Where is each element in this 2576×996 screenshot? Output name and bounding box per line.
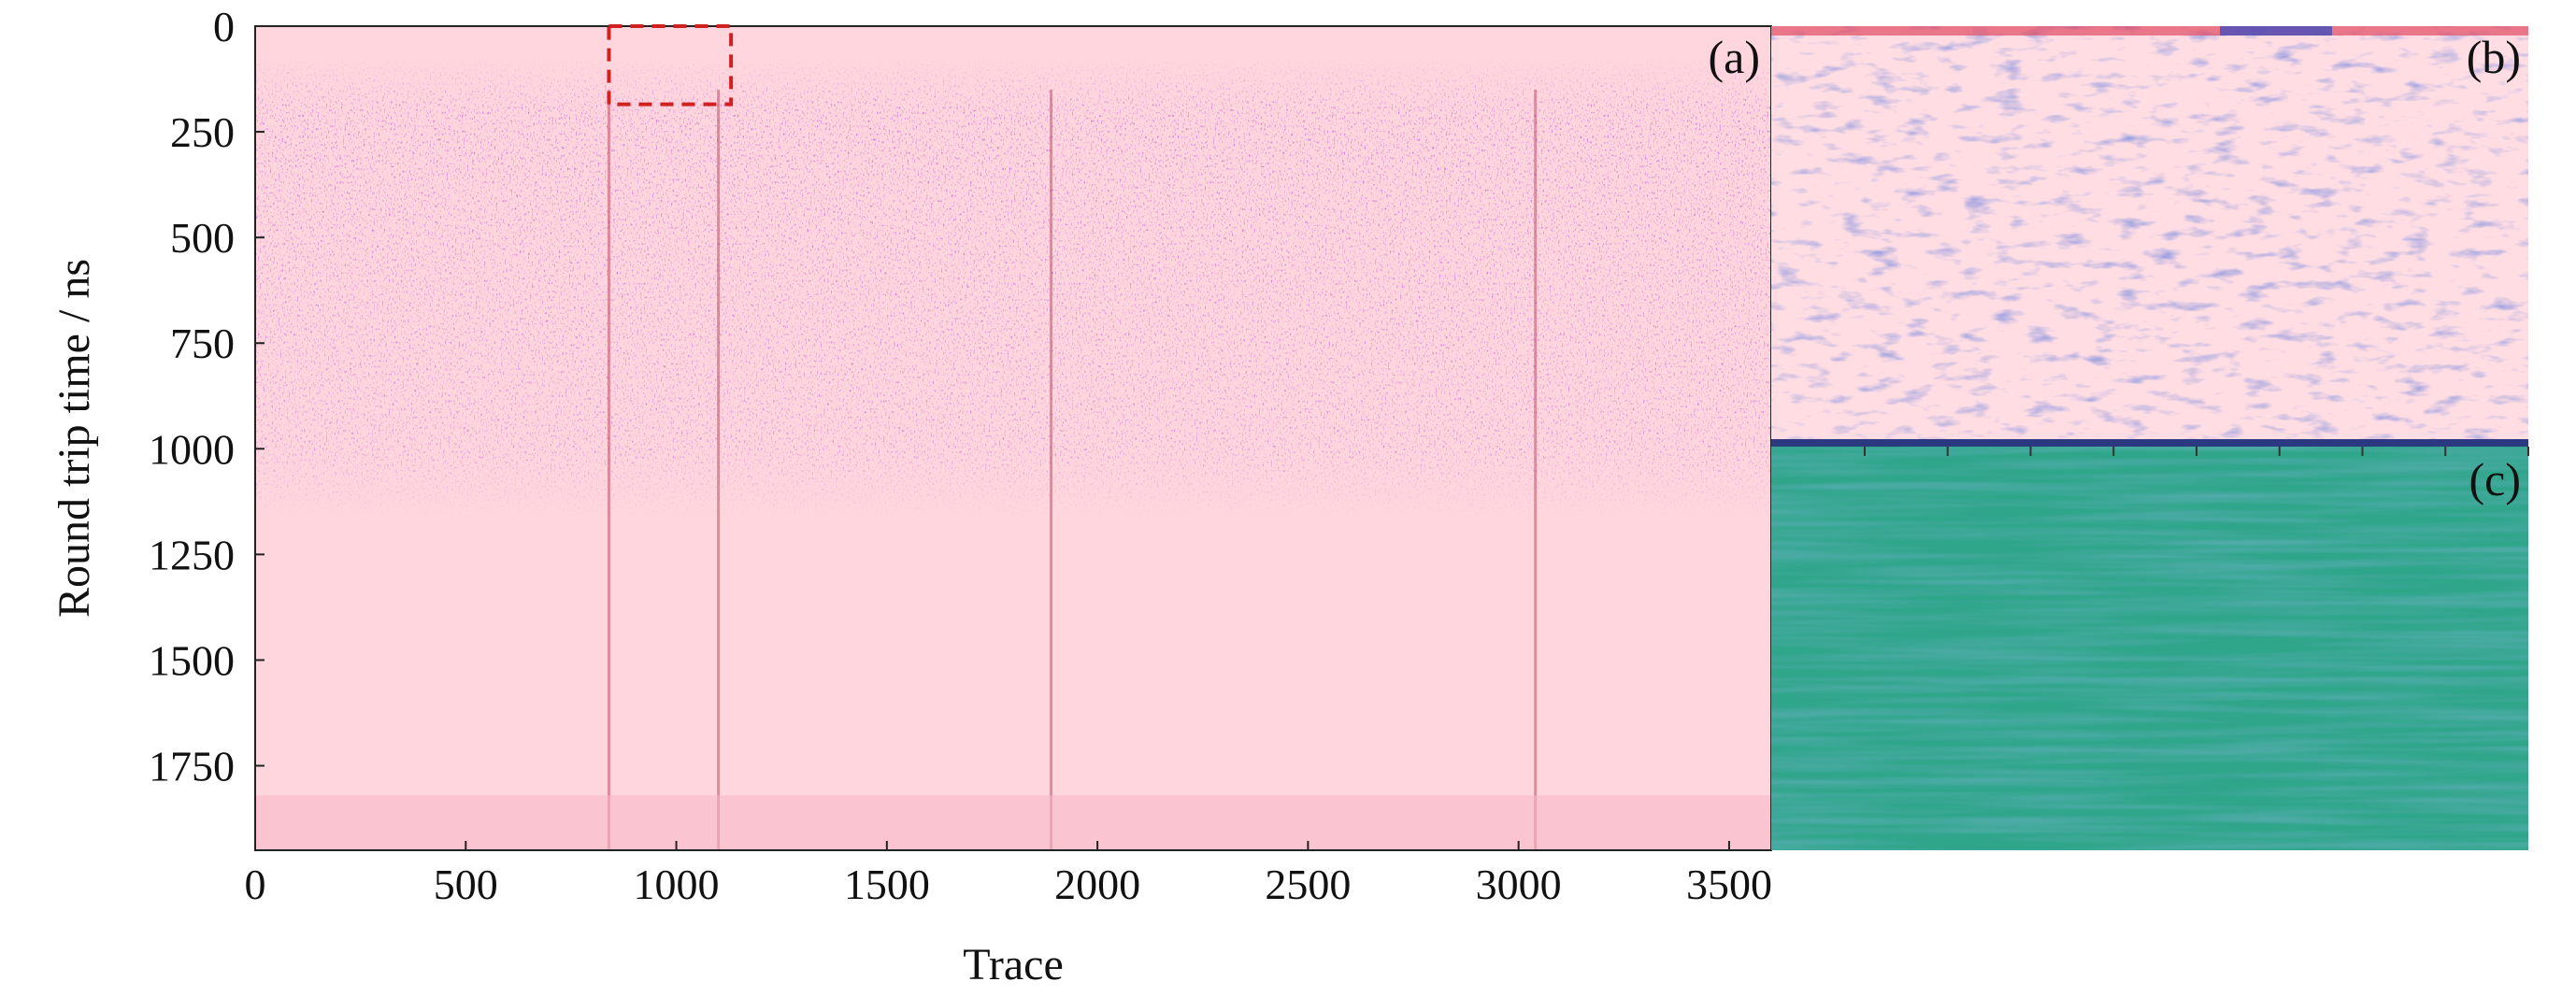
- y-tick-label: 250: [170, 108, 235, 156]
- panel-b-label: (b): [2467, 31, 2521, 83]
- y-tick-label: 1750: [149, 743, 235, 790]
- panel-a-label: (a): [1709, 31, 1761, 83]
- panel-c-top-edge: [1771, 439, 2528, 447]
- x-tick-label: 1500: [844, 861, 930, 908]
- x-tick-label: 2000: [1054, 861, 1140, 908]
- panel-b-top-band: [1771, 26, 2528, 36]
- y-axis-title: Round trip time / ns: [50, 259, 99, 618]
- x-axis-title: Trace: [963, 940, 1064, 989]
- panel-a-radargram: 0 500 1000 1500 2000 2500 3000 3500 0 250 500 750 1…: [50, 3, 1772, 989]
- x-tick-label: 0: [245, 861, 266, 908]
- panel-c-ticks: [1864, 447, 2529, 456]
- panel-b-top-band-blue: [2220, 26, 2332, 36]
- panel-b-texture: [1771, 26, 2528, 439]
- panel-c-label: (c): [2469, 453, 2522, 505]
- panel-c: (c): [1771, 439, 2529, 850]
- highlight-box: [607, 24, 734, 107]
- x-tick-label: 3000: [1476, 861, 1562, 908]
- y-tick-label: 1250: [149, 531, 235, 578]
- y-tick-label: 0: [213, 3, 235, 50]
- y-tick-label: 1000: [149, 425, 235, 473]
- panel-c-texture: [1771, 439, 2528, 850]
- y-axis: 0 250 500 750 1000 1250 1500 1750: [149, 3, 265, 790]
- y-tick-label: 750: [170, 320, 235, 367]
- x-tick-label: 1000: [634, 861, 720, 908]
- y-tick-label: 1500: [149, 636, 235, 684]
- x-tick-label: 2500: [1265, 861, 1351, 908]
- panel-a-bottom-noise: [255, 795, 1771, 850]
- panel-b-zoom: (b): [1771, 26, 2528, 439]
- y-tick-label: 500: [170, 214, 235, 262]
- panel-a-reflection-texture: [255, 26, 1771, 850]
- x-tick-label: 3500: [1686, 861, 1772, 908]
- x-tick-label: 500: [434, 861, 498, 908]
- panel-a-streaks: [607, 89, 1538, 850]
- x-axis: 0 500 1000 1500 2000 2500 3000 3500: [245, 841, 1772, 908]
